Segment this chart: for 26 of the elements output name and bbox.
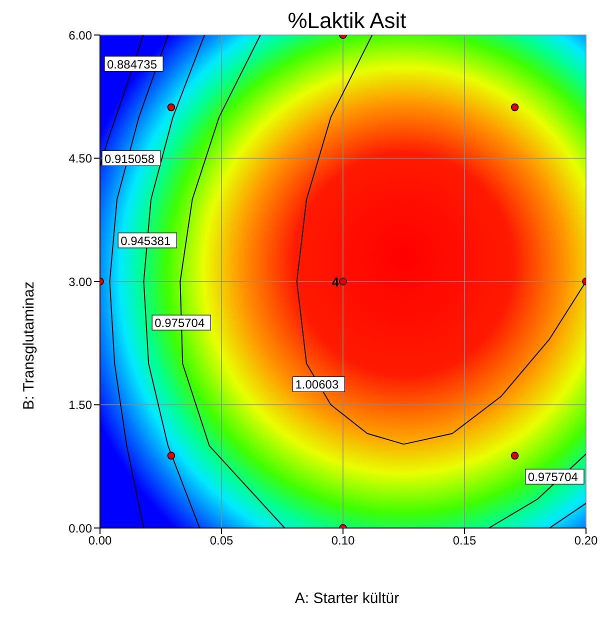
point: [167, 103, 176, 112]
y-tick-label: 0.00: [68, 521, 92, 536]
point: [510, 452, 519, 460]
y-tick-label: 3.00: [68, 274, 92, 289]
x-tick-label: 0.00: [88, 534, 112, 548]
series-label: 0.884735: [106, 57, 158, 72]
y-tick-label: 4.50: [68, 152, 92, 166]
series-label: 0.975704: [154, 316, 205, 330]
x-tick-label: 0.10: [331, 534, 355, 548]
x-axis-title: A: Starter kültür: [294, 590, 400, 607]
series-label: 1.00603: [295, 378, 339, 392]
chart-title: %Laktik Asit: [286, 8, 408, 34]
y-tick-label: 1.50: [68, 398, 92, 412]
x-tick-label: 0.05: [210, 534, 234, 548]
series-label: 0.975704: [528, 470, 578, 484]
point: [167, 452, 176, 460]
series-label: 0.915058: [104, 152, 155, 166]
annotation: 4: [332, 274, 340, 290]
point: [339, 278, 347, 286]
line-series: [296, 35, 586, 445]
y-tick-label: 6.00: [68, 28, 92, 42]
x-tick-label: 0.20: [574, 534, 598, 548]
series-label: 0.945381: [120, 234, 171, 248]
point: [510, 103, 519, 112]
y-axis-title: B: Transglutaminaz: [20, 282, 38, 410]
x-tick-label: 0.15: [452, 534, 476, 548]
